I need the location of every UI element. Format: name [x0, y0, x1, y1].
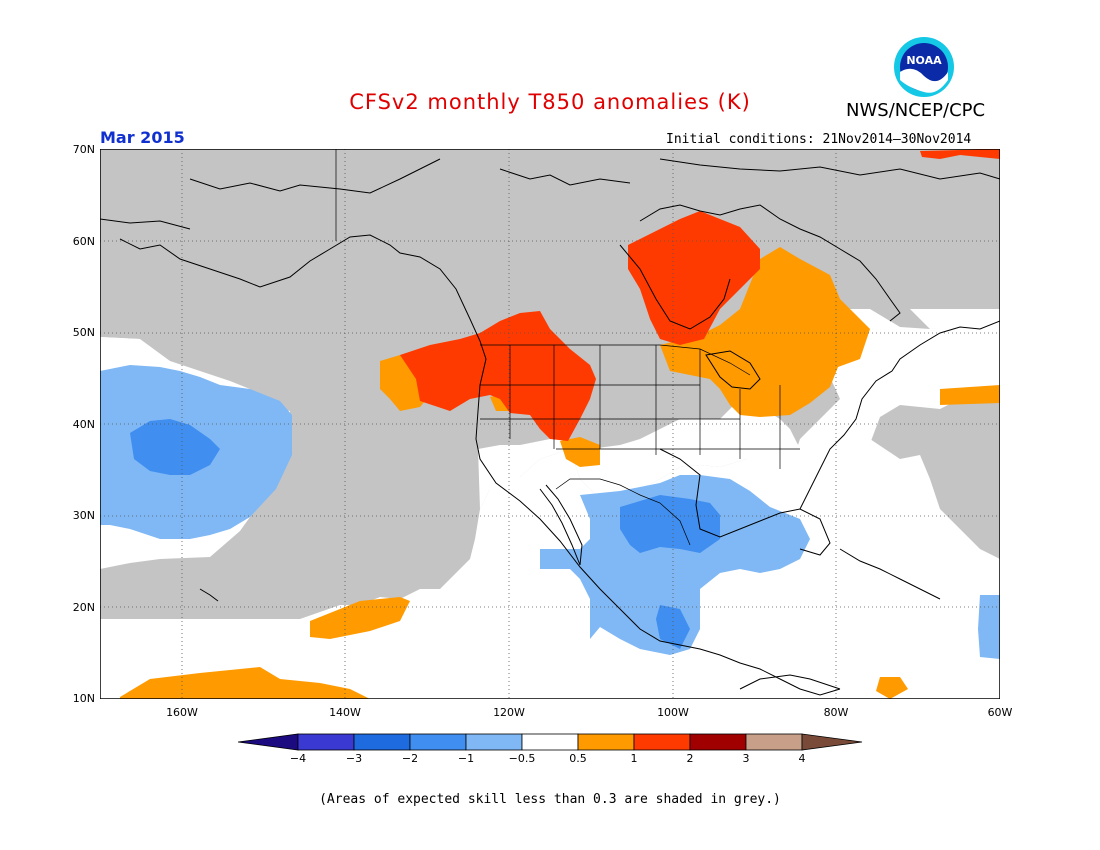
coastlines	[100, 158, 1000, 696]
noaa-logo: NOAA	[893, 36, 955, 98]
lat-label: 30N	[72, 509, 95, 522]
colorbar-label: 2	[686, 752, 694, 765]
colorbar-arrow-left	[238, 733, 299, 751]
noaa-logo-text: NOAA	[906, 54, 942, 67]
colorbar-label: 1	[630, 752, 638, 765]
colorbar-swatch	[297, 733, 355, 751]
warm-anomaly-weak	[120, 247, 1000, 699]
colorbar-swatch	[745, 733, 803, 751]
lat-label: 20N	[72, 601, 95, 614]
warm-anomaly-moderate	[400, 149, 1000, 441]
map-title: CFSv2 monthly T850 anomalies (K)	[349, 90, 751, 114]
colorbar-label: 4	[798, 752, 806, 765]
lat-label: 50N	[72, 326, 95, 339]
lat-label: 10N	[72, 692, 95, 705]
colorbar-swatch	[577, 733, 635, 751]
colorbar-label: −2	[401, 752, 419, 765]
colorbar-label: 3	[742, 752, 750, 765]
colorbar-label: −3	[345, 752, 363, 765]
lon-label: 100W	[657, 706, 689, 719]
lat-label: 70N	[72, 143, 95, 156]
colorbar	[238, 733, 863, 751]
colorbar-swatch	[353, 733, 411, 751]
lat-label: 40N	[72, 418, 95, 431]
lon-label: 160W	[166, 706, 198, 719]
forecast-month: Mar 2015	[100, 128, 185, 147]
colorbar-label: 0.5	[569, 752, 587, 765]
lat-label: 60N	[72, 235, 95, 248]
agency-label: NWS/NCEP/CPC	[846, 100, 986, 121]
colorbar-swatch	[521, 733, 579, 751]
noaa-logo-icon: NOAA	[894, 37, 954, 97]
colorbar-swatch	[409, 733, 467, 751]
colorbar-swatch	[689, 733, 747, 751]
colorbar-label: −0.5	[508, 752, 536, 765]
lon-label: 60W	[987, 706, 1013, 719]
cold-anomaly-strong	[130, 419, 720, 649]
colorbar-label: −4	[289, 752, 307, 765]
colorbar-swatch	[633, 733, 691, 751]
colorbar-arrow-right	[801, 733, 863, 751]
anomaly-map	[100, 149, 1000, 699]
colorbar-swatch	[465, 733, 523, 751]
lon-label: 80W	[823, 706, 849, 719]
skill-footnote: (Areas of expected skill less than 0.3 a…	[319, 792, 781, 807]
lon-label: 120W	[493, 706, 525, 719]
initial-conditions: Initial conditions: 21Nov2014–30Nov2014	[666, 132, 972, 147]
lon-label: 140W	[329, 706, 361, 719]
political-borders	[335, 149, 800, 546]
colorbar-label: −1	[457, 752, 475, 765]
